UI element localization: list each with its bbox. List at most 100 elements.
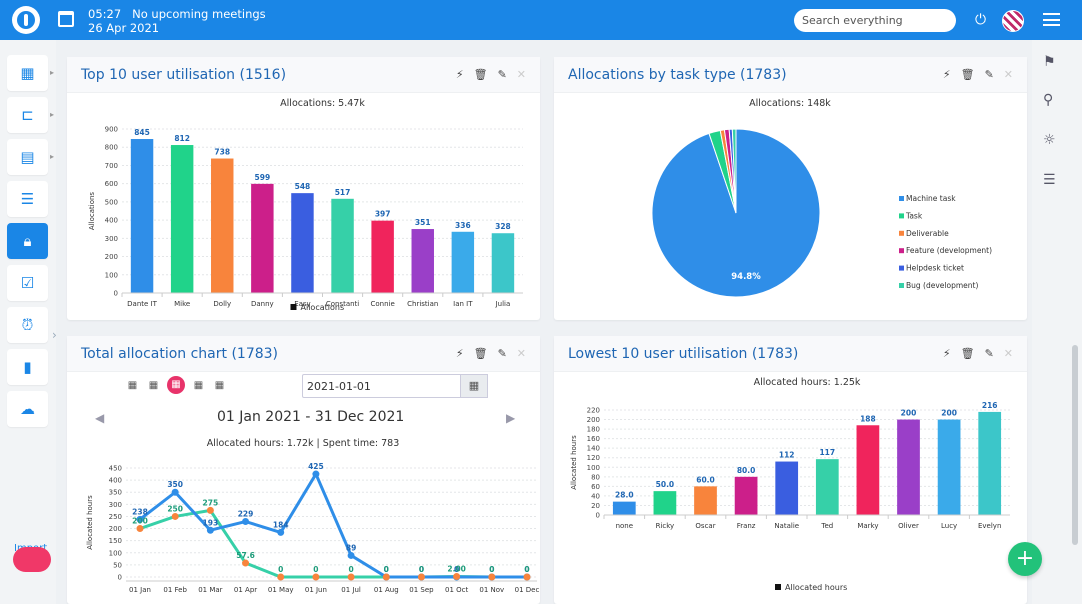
y-tick-label: 40 xyxy=(591,492,600,500)
series-line xyxy=(139,470,527,579)
y-tick-label: 20 xyxy=(591,502,600,510)
sidebar-item-checklist[interactable]: ☰ xyxy=(7,181,48,217)
sidebar-item-reports[interactable]: ▮ xyxy=(7,349,48,385)
data-label: 0 xyxy=(454,565,459,574)
bar xyxy=(251,183,274,293)
y-tick-label: 200 xyxy=(587,416,600,424)
lightning-icon[interactable]: ⚡︎ xyxy=(942,347,951,360)
trash-icon[interactable]: 🗑︎ xyxy=(473,347,488,360)
data-label: 200 xyxy=(901,409,917,418)
power-icon[interactable]: ⏻ xyxy=(975,12,987,28)
chart-subtitle: Allocated hours: 1.72k | Spent time: 783 xyxy=(207,438,400,449)
avatar[interactable] xyxy=(1002,10,1024,32)
close-icon[interactable]: ✕ xyxy=(516,68,526,81)
data-label: 2.00 xyxy=(447,565,466,574)
data-label: 193 xyxy=(203,518,219,527)
y-tick-label: 220 xyxy=(587,407,600,415)
data-label: 0 xyxy=(524,565,529,574)
data-label: 216 xyxy=(982,401,998,410)
sidebar-item-lock[interactable]: 🔒︎ xyxy=(7,223,48,259)
start-date-field[interactable]: 2021-01-01 xyxy=(302,374,488,398)
pencil-icon[interactable]: ✎ xyxy=(984,347,994,360)
close-icon[interactable]: ✕ xyxy=(1003,347,1013,360)
pencil-icon[interactable]: ✎ xyxy=(497,347,507,360)
close-icon[interactable]: ✕ xyxy=(1003,68,1013,81)
pencil-icon[interactable]: ✎ xyxy=(497,68,507,81)
total-line-chart: Allocated hours: 1.72k | Spent time: 783… xyxy=(86,438,540,594)
import-pill-button[interactable] xyxy=(13,547,51,572)
y-tick-label: 80 xyxy=(591,473,600,481)
data-label: 0 xyxy=(313,565,318,574)
x-tick-label: 01 Nov xyxy=(479,586,504,594)
bar xyxy=(411,229,434,293)
search-input[interactable]: Search everything xyxy=(794,9,956,32)
series-point xyxy=(171,512,179,520)
next-period-icon[interactable]: ▶ xyxy=(506,411,516,425)
legend-label: Helpdesk ticket xyxy=(906,264,964,273)
sidebar-item-dashboard[interactable]: ▦ ▸ xyxy=(7,55,54,91)
bar xyxy=(775,461,799,515)
y-tick-label: 900 xyxy=(105,126,118,134)
lightning-icon[interactable]: ⚡︎ xyxy=(455,347,464,360)
data-label: 0 xyxy=(384,565,389,574)
flag-icon[interactable]: ⚑ xyxy=(1043,54,1056,70)
quarter-view-icon[interactable]: ▦ xyxy=(214,380,225,391)
expand-sidebar-icon[interactable]: › xyxy=(52,328,57,342)
card-tools: ⚡︎ 🗑︎ ✎ ✕ xyxy=(943,347,1013,360)
top-bar: 05:27 No upcoming meetings 26 Apr 2021 S… xyxy=(0,0,1082,40)
sidebar-item-structure[interactable]: ⊏ ▸ xyxy=(7,97,54,133)
sidebar-item-cloud[interactable]: ☁ xyxy=(7,391,48,427)
close-icon[interactable]: ✕ xyxy=(516,347,526,360)
pencil-icon[interactable]: ✎ xyxy=(984,68,994,81)
series-point xyxy=(417,573,425,581)
x-tick-label: Dante IT xyxy=(127,300,157,308)
trash-icon[interactable]: 🗑︎ xyxy=(473,68,488,81)
prev-period-icon[interactable]: ◀ xyxy=(95,411,105,425)
add-button[interactable]: + xyxy=(1008,542,1042,576)
year-view-icon[interactable]: ▦ xyxy=(167,376,185,394)
x-tick-label: Evelyn xyxy=(978,522,1001,530)
hamburger-menu-icon[interactable] xyxy=(1043,13,1060,26)
legend-label: Deliverable xyxy=(906,229,949,238)
x-tick-label: 01 Jun xyxy=(305,586,327,594)
day-view-icon[interactable]: ▦ xyxy=(127,380,138,391)
data-label: 117 xyxy=(819,448,835,457)
sidebar-item-task-check[interactable]: ☑ xyxy=(7,265,48,301)
data-label: 350 xyxy=(167,480,183,489)
x-tick-label: 01 Aug xyxy=(374,586,399,594)
y-tick-label: 300 xyxy=(109,501,122,509)
y-tick-label: 800 xyxy=(105,144,118,152)
page-scrollbar[interactable] xyxy=(1072,345,1078,545)
month-view-icon[interactable]: ▦ xyxy=(193,380,204,391)
date-picker-icon[interactable]: ▦ xyxy=(460,374,488,398)
card-title: Top 10 user utilisation (1516) xyxy=(81,67,287,83)
x-tick-label: 01 Jan xyxy=(129,586,151,594)
trash-icon[interactable]: 🗑︎ xyxy=(960,68,975,81)
period-tabs: ▦ ▦ ▦ ▦ ▦ xyxy=(125,376,227,394)
lightning-icon[interactable]: ⚡︎ xyxy=(942,68,951,81)
trash-icon[interactable]: 🗑︎ xyxy=(960,347,975,360)
user-search-icon[interactable]: ⚲ xyxy=(1043,92,1054,108)
series-point xyxy=(488,573,496,581)
list-check-icon[interactable]: ☰ xyxy=(1043,172,1056,188)
week-view-icon[interactable]: ▦ xyxy=(148,380,159,391)
calendar-icon[interactable] xyxy=(58,11,74,27)
series-point xyxy=(277,528,285,536)
lightbulb-icon[interactable]: ☼ xyxy=(1043,132,1056,148)
x-tick-label: 01 Mar xyxy=(198,586,222,594)
x-tick-label: Easy xyxy=(294,300,311,308)
data-label: 0 xyxy=(489,565,494,574)
data-label: 229 xyxy=(238,510,254,519)
legend-label: Allocations xyxy=(301,303,345,312)
sidebar-item-alarm[interactable]: ⏰︎ xyxy=(7,307,48,343)
sidebar-item-tasks[interactable]: ▤ ▸ xyxy=(7,139,54,175)
y-tick-label: 400 xyxy=(109,477,122,485)
x-tick-label: 01 Dec xyxy=(515,586,540,594)
app-logo-icon[interactable] xyxy=(12,6,40,34)
y-tick-label: 600 xyxy=(105,180,118,188)
meeting-info[interactable]: 05:27 No upcoming meetings 26 Apr 2021 xyxy=(88,7,266,35)
card-header: Lowest 10 user utilisation (1783) ⚡︎ 🗑︎ ✎ ✕ xyxy=(554,336,1027,372)
y-tick-label: 100 xyxy=(105,271,118,279)
lightning-icon[interactable]: ⚡︎ xyxy=(455,68,464,81)
y-tick-label: 180 xyxy=(587,426,600,434)
